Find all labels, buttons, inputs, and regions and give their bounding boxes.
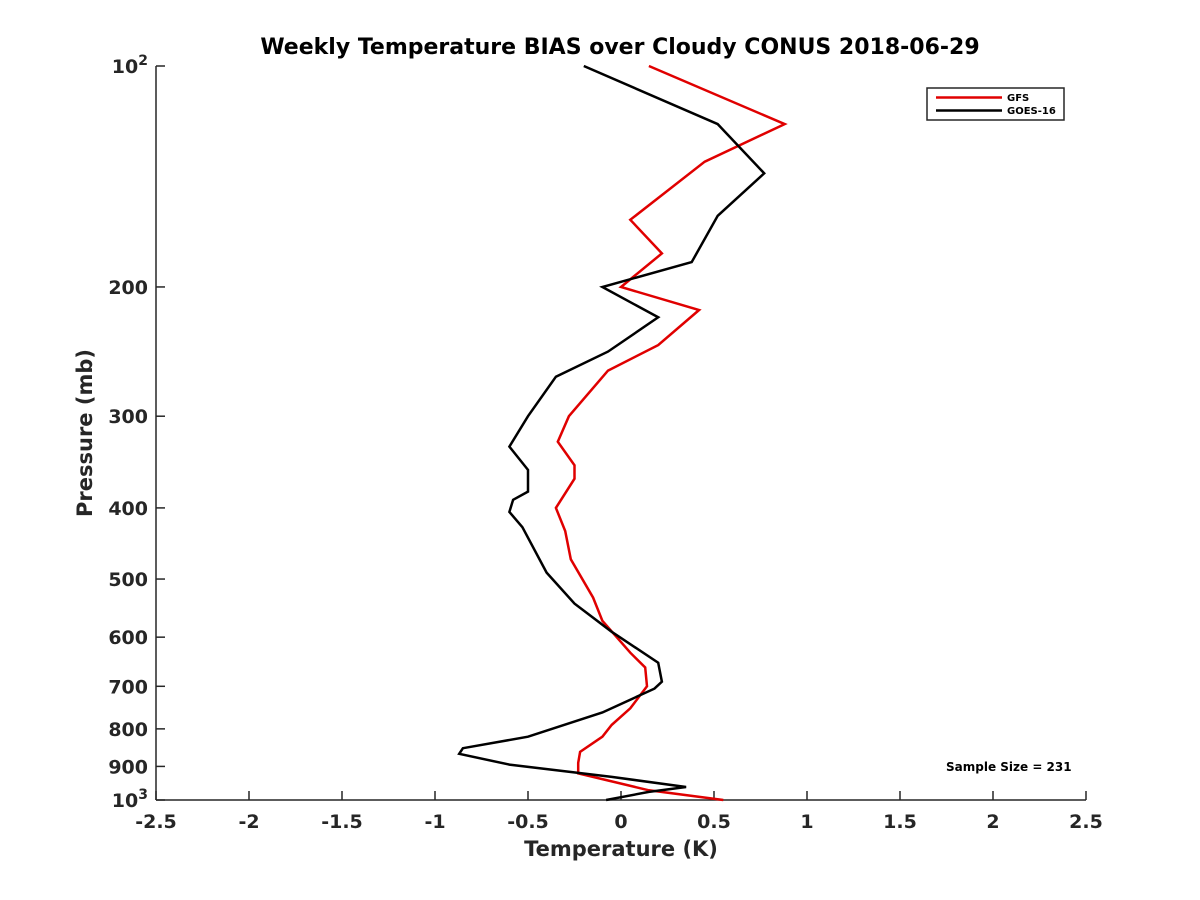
x-tick-label: 2.5 xyxy=(1069,811,1103,833)
series-lines xyxy=(457,64,788,802)
y-tick-label: 103 xyxy=(112,787,148,812)
x-tick-label: -2 xyxy=(238,811,259,833)
y-tick-label: 600 xyxy=(108,627,148,649)
x-tick-label: -0.5 xyxy=(507,811,549,833)
y-tick-label: 700 xyxy=(108,676,148,698)
x-tick-label: -2.5 xyxy=(135,811,177,833)
y-tick-label: 102 xyxy=(112,53,148,78)
sample-size-annotation: Sample Size = 231 xyxy=(946,760,1072,774)
legend-box xyxy=(926,87,1065,121)
x-tick-label: 1 xyxy=(800,811,813,833)
y-tick-label: 900 xyxy=(108,756,148,778)
x-tick-label: -1 xyxy=(424,811,445,833)
y-tick-label: 400 xyxy=(108,498,148,520)
x-tick-label: 0.5 xyxy=(697,811,731,833)
series-line-goes-16 xyxy=(457,64,766,802)
x-ticks: -2.5 -2 -1.5 -1 -0.5 0 0.5 1 1.5 2 2.5 xyxy=(135,791,1103,833)
series-line-gfs xyxy=(554,64,788,802)
legend-label-goes16: GOES-16 xyxy=(1007,106,1056,117)
x-tick-label: 2 xyxy=(986,811,999,833)
x-tick-label: 0 xyxy=(614,811,627,833)
y-tick-label: 500 xyxy=(108,569,148,591)
y-axis-label: Pressure (mb) xyxy=(73,349,97,517)
x-tick-label: -1.5 xyxy=(321,811,363,833)
y-ticks: 102 200 300 400 500 600 700 800 900 103 xyxy=(108,53,165,812)
y-tick-label: 300 xyxy=(108,406,148,428)
legend-label-gfs: GFS xyxy=(1007,93,1029,104)
chart-title: Weekly Temperature BIAS over Cloudy CONU… xyxy=(260,35,979,60)
legend: GFS GOES-16 xyxy=(926,87,1065,121)
x-tick-label: 1.5 xyxy=(883,811,917,833)
x-axis-label: Temperature (K) xyxy=(524,837,718,861)
y-tick-label: 800 xyxy=(108,719,148,741)
y-tick-label: 200 xyxy=(108,277,148,299)
